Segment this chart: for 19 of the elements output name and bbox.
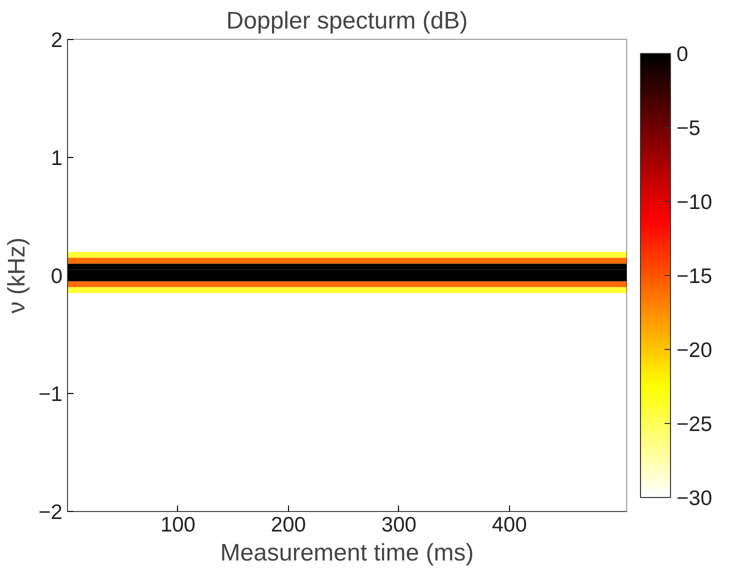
y-tick-label: −1 xyxy=(38,383,63,406)
x-tick-label: 100 xyxy=(160,514,196,536)
chart-title: Doppler specturm (dB) xyxy=(226,8,468,34)
x-tick-label: 300 xyxy=(381,514,416,536)
y-tick-label: 2 xyxy=(50,29,63,52)
color-bar-label: −30 xyxy=(676,487,712,510)
color-bar-label: −10 xyxy=(676,191,712,214)
x-tick-label: 400 xyxy=(492,514,527,536)
color-bar-label: −15 xyxy=(676,265,712,288)
color-bar-label: −25 xyxy=(676,413,712,436)
color-bar-label: −5 xyxy=(676,117,700,140)
y-axis-title: ν (kHz) xyxy=(4,238,31,314)
color-bar-label: −20 xyxy=(676,339,712,362)
x-tick-label: 200 xyxy=(270,514,306,536)
y-tick-label: −2 xyxy=(38,501,63,524)
y-tick-label: 0 xyxy=(50,265,63,288)
color-bar-label: 0 xyxy=(676,43,688,66)
y-tick-label: 1 xyxy=(50,147,63,170)
x-axis-title: Measurement time (ms) xyxy=(220,540,474,566)
